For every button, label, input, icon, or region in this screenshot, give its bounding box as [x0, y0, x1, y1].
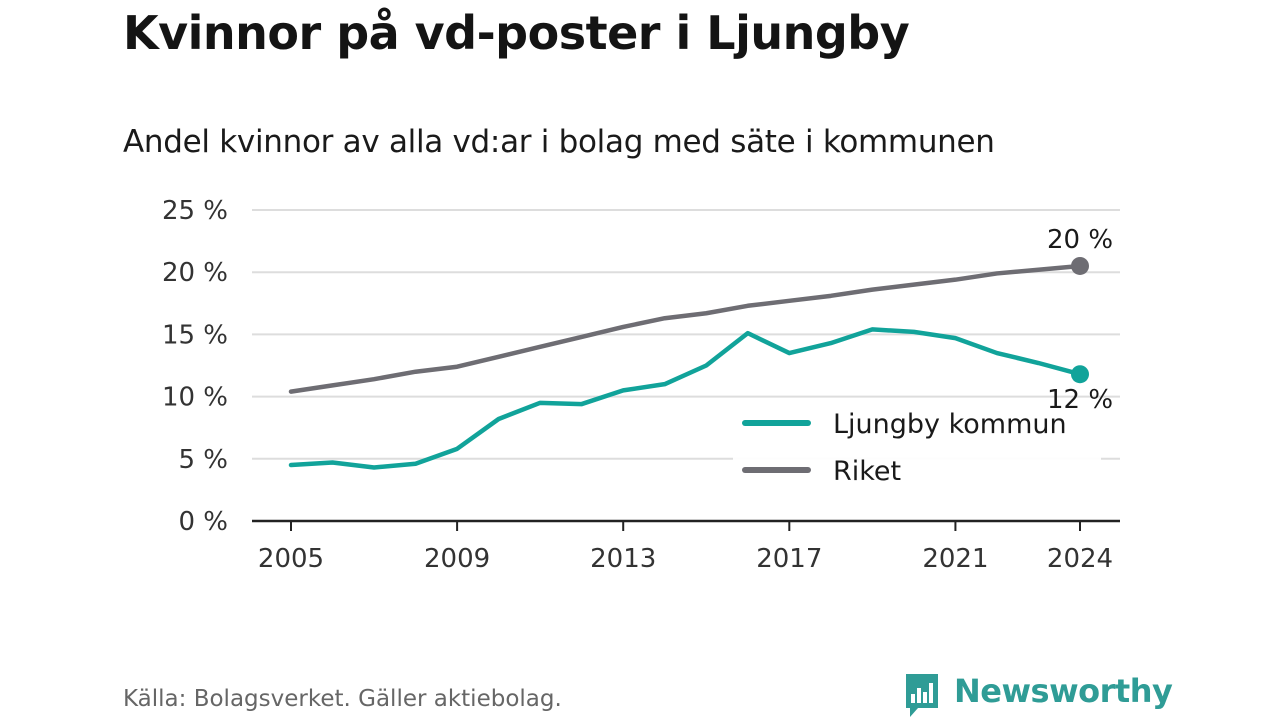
x-tick-label: 2013 — [590, 544, 656, 574]
x-tick-label: 2017 — [756, 544, 822, 574]
chart-title: Kvinnor på vd-poster i Ljungby — [123, 6, 910, 60]
series-line-riket — [288, 263, 1083, 394]
gridlines — [252, 209, 1120, 460]
end-label: 20 % — [1047, 225, 1113, 255]
series-lines — [288, 256, 1089, 470]
brand-name: Newsworthy — [954, 672, 1173, 710]
newsworthy-logo-icon — [906, 674, 938, 717]
source-note: Källa: Bolagsverket. Gäller aktiebolag. — [123, 686, 562, 712]
series-end-marker — [1071, 256, 1089, 275]
y-tick-label: 5 % — [178, 445, 228, 475]
y-tick-label: 25 % — [162, 196, 228, 226]
end-label: 12 % — [1047, 385, 1113, 415]
brand-logo[interactable]: Newsworthy — [902, 670, 1173, 720]
legend-label: Ljungby kommun — [833, 409, 1067, 440]
end-labels: 12 % 20 % — [1047, 225, 1113, 415]
legend: Ljungby kommun Riket — [733, 398, 1101, 496]
x-axis: 2005 2009 2013 2017 2021 2024 — [252, 519, 1120, 574]
x-tick-label: 2005 — [258, 544, 324, 574]
x-tick-label: 2021 — [922, 544, 988, 574]
y-axis-ticks: 0 % 5 % 10 % 15 % 20 % 25 % — [162, 196, 228, 537]
series-end-marker — [1071, 365, 1089, 384]
y-tick-label: 0 % — [178, 507, 228, 537]
legend-label: Riket — [833, 456, 901, 487]
series-line-ljungby-kommun — [288, 327, 1083, 470]
chart-subtitle: Andel kvinnor av alla vd:ar i bolag med … — [123, 124, 995, 160]
y-tick-label: 20 % — [162, 258, 228, 288]
x-tick-label: 2024 — [1047, 544, 1113, 574]
legend-background — [733, 398, 1101, 496]
y-tick-label: 15 % — [162, 320, 228, 350]
x-tick-label: 2009 — [424, 544, 490, 574]
y-tick-label: 10 % — [162, 383, 228, 413]
